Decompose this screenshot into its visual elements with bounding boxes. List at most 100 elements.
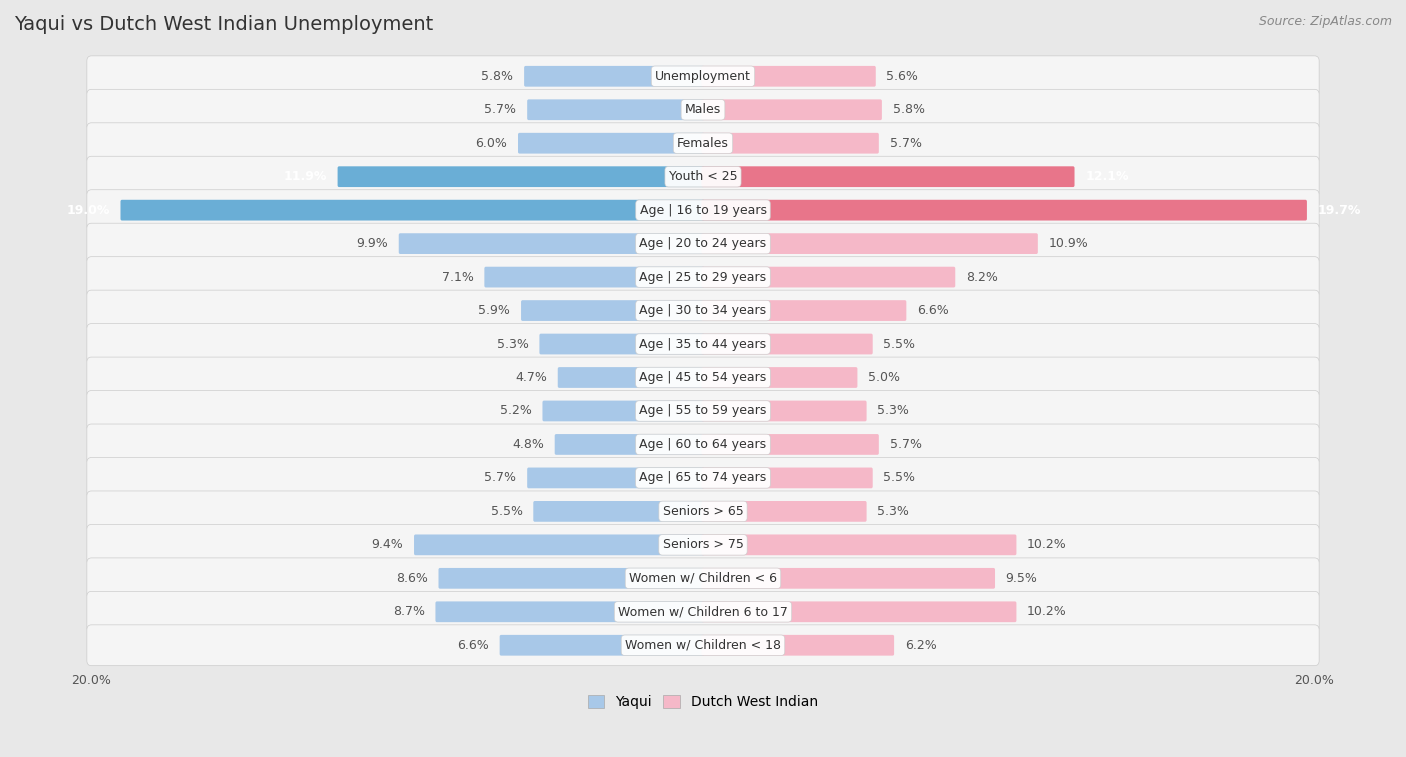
Legend: Yaqui, Dutch West Indian: Yaqui, Dutch West Indian	[582, 690, 824, 715]
FancyBboxPatch shape	[439, 568, 704, 589]
FancyBboxPatch shape	[702, 334, 873, 354]
FancyBboxPatch shape	[87, 223, 1319, 264]
FancyBboxPatch shape	[527, 468, 704, 488]
Text: Seniors > 65: Seniors > 65	[662, 505, 744, 518]
FancyBboxPatch shape	[499, 635, 704, 656]
FancyBboxPatch shape	[87, 625, 1319, 665]
Text: 5.9%: 5.9%	[478, 304, 510, 317]
FancyBboxPatch shape	[413, 534, 704, 555]
Text: Males: Males	[685, 103, 721, 117]
Text: Age | 35 to 44 years: Age | 35 to 44 years	[640, 338, 766, 350]
FancyBboxPatch shape	[87, 558, 1319, 599]
Text: 8.7%: 8.7%	[392, 606, 425, 618]
Text: 4.8%: 4.8%	[512, 438, 544, 451]
Text: Unemployment: Unemployment	[655, 70, 751, 83]
FancyBboxPatch shape	[87, 457, 1319, 498]
FancyBboxPatch shape	[485, 266, 704, 288]
Text: 5.3%: 5.3%	[877, 505, 910, 518]
Text: 4.7%: 4.7%	[515, 371, 547, 384]
Text: Age | 30 to 34 years: Age | 30 to 34 years	[640, 304, 766, 317]
Text: Females: Females	[678, 137, 728, 150]
Text: Women w/ Children < 18: Women w/ Children < 18	[626, 639, 780, 652]
FancyBboxPatch shape	[702, 66, 876, 86]
Text: 5.7%: 5.7%	[890, 137, 921, 150]
Text: 5.7%: 5.7%	[890, 438, 921, 451]
Text: 5.2%: 5.2%	[501, 404, 531, 417]
Text: 6.6%: 6.6%	[917, 304, 949, 317]
Text: Age | 60 to 64 years: Age | 60 to 64 years	[640, 438, 766, 451]
FancyBboxPatch shape	[337, 167, 704, 187]
Text: Seniors > 75: Seniors > 75	[662, 538, 744, 551]
FancyBboxPatch shape	[702, 301, 907, 321]
Text: 5.5%: 5.5%	[491, 505, 523, 518]
Text: 9.5%: 9.5%	[1005, 572, 1038, 585]
Text: Age | 20 to 24 years: Age | 20 to 24 years	[640, 237, 766, 250]
Text: 6.0%: 6.0%	[475, 137, 508, 150]
Text: 5.6%: 5.6%	[886, 70, 918, 83]
Text: 8.2%: 8.2%	[966, 270, 998, 284]
Text: 5.8%: 5.8%	[481, 70, 513, 83]
FancyBboxPatch shape	[121, 200, 704, 220]
FancyBboxPatch shape	[702, 400, 866, 422]
FancyBboxPatch shape	[517, 132, 704, 154]
FancyBboxPatch shape	[702, 167, 1074, 187]
FancyBboxPatch shape	[702, 468, 873, 488]
FancyBboxPatch shape	[527, 99, 704, 120]
FancyBboxPatch shape	[87, 156, 1319, 197]
FancyBboxPatch shape	[524, 66, 704, 86]
FancyBboxPatch shape	[702, 501, 866, 522]
FancyBboxPatch shape	[87, 424, 1319, 465]
Text: 5.3%: 5.3%	[496, 338, 529, 350]
Text: 10.2%: 10.2%	[1028, 606, 1067, 618]
FancyBboxPatch shape	[87, 56, 1319, 97]
FancyBboxPatch shape	[702, 200, 1308, 220]
Text: 5.5%: 5.5%	[883, 338, 915, 350]
Text: Age | 55 to 59 years: Age | 55 to 59 years	[640, 404, 766, 417]
Text: 20.0%: 20.0%	[72, 674, 111, 687]
Text: 5.7%: 5.7%	[485, 472, 516, 484]
Text: 11.9%: 11.9%	[284, 170, 326, 183]
Text: Age | 45 to 54 years: Age | 45 to 54 years	[640, 371, 766, 384]
Text: Age | 65 to 74 years: Age | 65 to 74 years	[640, 472, 766, 484]
FancyBboxPatch shape	[702, 266, 955, 288]
FancyBboxPatch shape	[702, 367, 858, 388]
Text: 9.9%: 9.9%	[356, 237, 388, 250]
Text: 7.1%: 7.1%	[441, 270, 474, 284]
FancyBboxPatch shape	[87, 491, 1319, 532]
FancyBboxPatch shape	[87, 357, 1319, 398]
Text: 19.0%: 19.0%	[66, 204, 110, 217]
FancyBboxPatch shape	[558, 367, 704, 388]
FancyBboxPatch shape	[399, 233, 704, 254]
FancyBboxPatch shape	[87, 257, 1319, 298]
Text: Women w/ Children < 6: Women w/ Children < 6	[628, 572, 778, 585]
FancyBboxPatch shape	[702, 132, 879, 154]
Text: 9.4%: 9.4%	[371, 538, 404, 551]
FancyBboxPatch shape	[702, 568, 995, 589]
FancyBboxPatch shape	[87, 323, 1319, 364]
Text: 8.6%: 8.6%	[396, 572, 427, 585]
FancyBboxPatch shape	[87, 391, 1319, 431]
FancyBboxPatch shape	[702, 99, 882, 120]
Text: Age | 25 to 29 years: Age | 25 to 29 years	[640, 270, 766, 284]
FancyBboxPatch shape	[87, 123, 1319, 164]
FancyBboxPatch shape	[87, 525, 1319, 565]
FancyBboxPatch shape	[436, 601, 704, 622]
Text: 10.9%: 10.9%	[1049, 237, 1088, 250]
Text: 6.2%: 6.2%	[905, 639, 936, 652]
Text: Youth < 25: Youth < 25	[669, 170, 737, 183]
Text: 20.0%: 20.0%	[1295, 674, 1334, 687]
Text: 19.7%: 19.7%	[1317, 204, 1361, 217]
Text: 5.5%: 5.5%	[883, 472, 915, 484]
Text: 6.6%: 6.6%	[457, 639, 489, 652]
FancyBboxPatch shape	[533, 501, 704, 522]
Text: Women w/ Children 6 to 17: Women w/ Children 6 to 17	[619, 606, 787, 618]
FancyBboxPatch shape	[87, 591, 1319, 632]
Text: 5.7%: 5.7%	[485, 103, 516, 117]
FancyBboxPatch shape	[702, 434, 879, 455]
FancyBboxPatch shape	[702, 635, 894, 656]
Text: 12.1%: 12.1%	[1085, 170, 1129, 183]
FancyBboxPatch shape	[87, 89, 1319, 130]
FancyBboxPatch shape	[87, 290, 1319, 331]
Text: 5.8%: 5.8%	[893, 103, 925, 117]
Text: 5.3%: 5.3%	[877, 404, 910, 417]
